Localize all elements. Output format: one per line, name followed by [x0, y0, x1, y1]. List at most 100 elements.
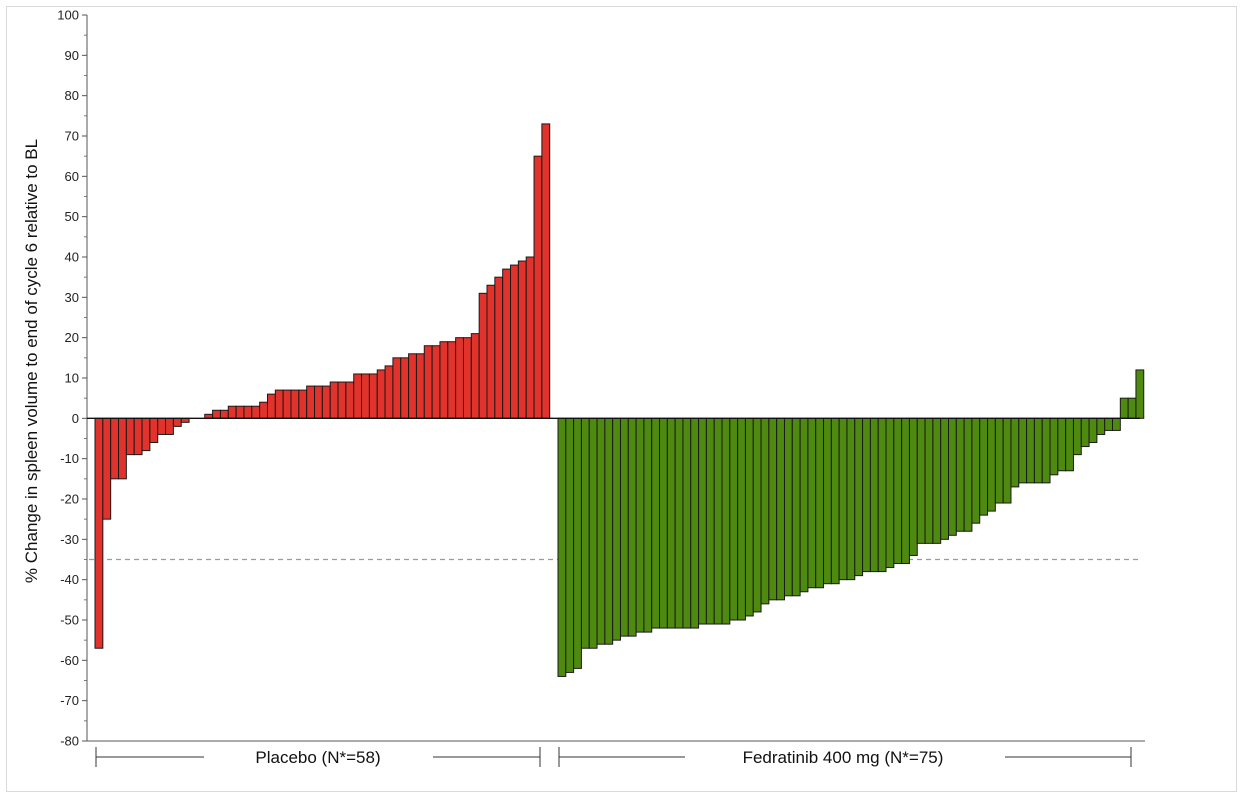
- fedratinib-bar: [1112, 417, 1121, 431]
- fedratinib-bar: [1057, 417, 1067, 472]
- fedratinib-bar: [893, 417, 903, 565]
- fedratinib-bar: [799, 417, 809, 593]
- fedratinib-bar: [674, 417, 684, 629]
- fedratinib-group-label: Fedratinib 400 mg (N*=75): [743, 748, 944, 767]
- placebo-bar: [110, 417, 120, 480]
- placebo-bar: [274, 389, 284, 419]
- fedratinib-bar: [744, 417, 754, 617]
- placebo-bar: [314, 385, 323, 419]
- fedratinib-bar: [877, 417, 887, 573]
- placebo-bar: [502, 268, 512, 419]
- y-tick-label: -20: [60, 492, 79, 507]
- fedratinib-bar: [823, 417, 832, 585]
- fedratinib-bar: [557, 417, 567, 677]
- fedratinib-bar: [737, 417, 746, 621]
- fedratinib-bar: [643, 417, 653, 633]
- fedratinib-bar: [729, 417, 739, 621]
- fedratinib-bar: [1135, 369, 1145, 419]
- placebo-bar: [392, 357, 402, 419]
- fedratinib-bar: [955, 417, 965, 532]
- fedratinib-bar: [760, 417, 770, 605]
- fedratinib-bar: [651, 417, 661, 629]
- placebo-bar: [533, 155, 543, 419]
- placebo-bar: [298, 389, 308, 419]
- fedratinib-bar: [705, 417, 715, 625]
- placebo-bar: [94, 417, 104, 649]
- y-tick-label: -60: [60, 653, 79, 668]
- placebo-bar: [368, 373, 378, 419]
- fedratinib-bar: [869, 417, 879, 573]
- fedratinib-bar: [815, 417, 825, 589]
- placebo-bar: [408, 353, 417, 419]
- y-tick-label: 90: [65, 48, 79, 63]
- placebo-bar: [462, 337, 472, 419]
- fedratinib-bar: [963, 417, 973, 532]
- fedratinib-bar: [604, 417, 614, 645]
- y-tick-label: 80: [65, 88, 79, 103]
- fedratinib-bar: [838, 417, 848, 581]
- fedratinib-bar: [901, 417, 910, 565]
- fedratinib-bar: [1104, 417, 1114, 431]
- placebo-bar: [337, 381, 347, 419]
- placebo-bar: [541, 123, 551, 419]
- placebo-bar: [439, 341, 449, 419]
- fedratinib-bar: [916, 417, 926, 544]
- fedratinib-bar: [690, 417, 700, 629]
- fedratinib-bar: [588, 417, 598, 649]
- fedratinib-bar: [971, 417, 981, 524]
- placebo-bar: [227, 405, 237, 419]
- fedratinib-bar: [948, 417, 957, 536]
- fedratinib-bar: [768, 417, 778, 601]
- placebo-bar: [447, 341, 457, 419]
- placebo-bar: [149, 417, 159, 444]
- fedratinib-bar: [924, 417, 934, 544]
- placebo-bar: [259, 401, 268, 419]
- placebo-bar: [212, 409, 221, 419]
- fedratinib-bar: [565, 417, 575, 673]
- fedratinib-bar: [666, 417, 676, 629]
- fedratinib-bar: [885, 417, 895, 569]
- placebo-bar: [494, 276, 504, 419]
- y-tick-label: -80: [60, 734, 79, 749]
- y-tick-label: 60: [65, 169, 79, 184]
- placebo-bar: [384, 365, 394, 419]
- placebo-bar: [478, 292, 488, 419]
- y-tick-label: 0: [72, 411, 79, 426]
- placebo-bar: [290, 389, 300, 419]
- fedratinib-bar: [1026, 417, 1035, 484]
- fedratinib-bar: [1096, 417, 1106, 435]
- placebo-bar: [243, 405, 253, 419]
- fedratinib-bar: [1018, 417, 1028, 484]
- fedratinib-bar: [1065, 417, 1074, 472]
- fedratinib-bar: [635, 417, 645, 633]
- placebo-bar: [470, 333, 480, 419]
- placebo-bar: [415, 353, 425, 419]
- y-tick-label: 100: [57, 8, 79, 23]
- fedratinib-bar: [682, 417, 692, 629]
- placebo-bar: [235, 405, 245, 419]
- fedratinib-bar: [846, 417, 856, 581]
- y-tick-label: 50: [65, 209, 79, 224]
- fedratinib-bar: [752, 417, 762, 613]
- fedratinib-bar: [698, 417, 707, 625]
- fedratinib-bar: [1127, 397, 1137, 419]
- fedratinib-bar: [994, 417, 1004, 504]
- fedratinib-bar: [721, 417, 731, 625]
- placebo-bar: [376, 369, 386, 419]
- y-tick-label: -70: [60, 693, 79, 708]
- placebo-bar: [219, 409, 229, 419]
- placebo-bar: [165, 417, 174, 435]
- fedratinib-bar: [1002, 417, 1012, 504]
- fedratinib-bar: [776, 417, 785, 601]
- y-tick-label: 70: [65, 129, 79, 144]
- placebo-bar: [251, 405, 261, 419]
- bars-layer: [94, 123, 1145, 677]
- y-tick-label: 20: [65, 330, 79, 345]
- fedratinib-bar: [659, 417, 668, 629]
- placebo-bar: [118, 417, 127, 480]
- group-brackets: Placebo (N*=58) Fedratinib 400 mg (N*=75): [95, 747, 1132, 767]
- fedratinib-bar: [830, 417, 840, 585]
- fedratinib-bar: [596, 417, 606, 645]
- fedratinib-bar: [932, 417, 942, 544]
- y-tick-label: 40: [65, 250, 79, 265]
